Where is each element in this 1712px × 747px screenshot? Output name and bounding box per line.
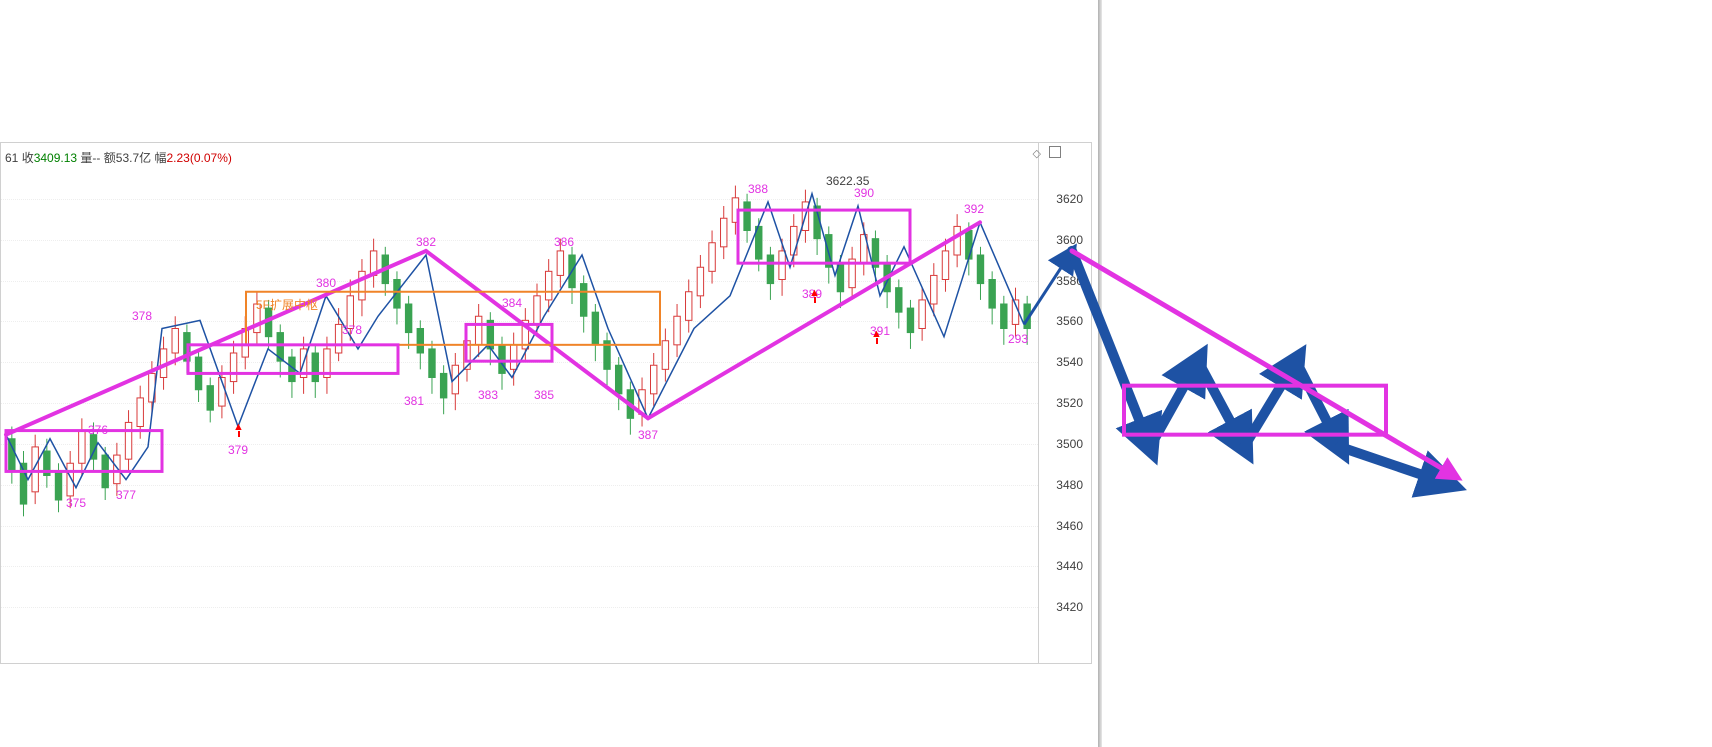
ytick: 3480 <box>1056 478 1083 492</box>
ytick: 3580 <box>1056 274 1083 288</box>
header-close-value: 3409.13 <box>34 151 77 165</box>
pivot-label: 384 <box>502 296 522 310</box>
pivot-label: 386 <box>554 235 574 249</box>
pivot-label: 382 <box>416 235 436 249</box>
pivot-label: 381 <box>404 394 424 408</box>
pivot-label: 375 <box>66 496 86 510</box>
pivot-label: 379 <box>228 443 248 457</box>
pivot-label: 388 <box>748 182 768 196</box>
ytick: 3560 <box>1056 314 1083 328</box>
ytick: 3600 <box>1056 233 1083 247</box>
pivot-label: 378 <box>132 309 152 323</box>
pivot-label: 392 <box>964 202 984 216</box>
pivot-label: 378 <box>342 323 362 337</box>
pivot-label: 383 <box>478 388 498 402</box>
pivot-label: 387 <box>638 428 658 442</box>
header-close-label: 收 <box>22 151 34 165</box>
header-range-value: 2.23(0.07%) <box>166 151 231 165</box>
chart-panel[interactable]: 61 收3409.13 量-- 额53.7亿 幅2.23(0.07%) ◇ 34… <box>0 142 1092 664</box>
ytick: 3420 <box>1056 600 1083 614</box>
ytick: 3440 <box>1056 559 1083 573</box>
pivot-label: 385 <box>534 388 554 402</box>
orange-box-label: 5F扩展中枢 <box>256 296 318 313</box>
panel-divider <box>1098 0 1102 747</box>
pivot-label: 376 <box>88 423 108 437</box>
ytick: 3620 <box>1056 192 1083 206</box>
high-price-label: 3622.35 <box>826 174 869 188</box>
square-icon[interactable] <box>1049 146 1061 158</box>
ytick: 3500 <box>1056 437 1083 451</box>
stage: 61 收3409.13 量-- 额53.7亿 幅2.23(0.07%) ◇ 34… <box>0 0 1712 747</box>
pivot-label: 293 <box>1008 332 1028 346</box>
ytick: 3540 <box>1056 355 1083 369</box>
ytick: 3520 <box>1056 396 1083 410</box>
header-prefix: 61 <box>5 151 22 165</box>
yaxis-separator <box>1038 143 1039 663</box>
pivot-label: 380 <box>316 276 336 290</box>
header-range-label: 幅 <box>151 151 166 165</box>
diamond-icon[interactable]: ◇ <box>1033 147 1041 160</box>
header-vol: 量-- <box>77 151 104 165</box>
pivot-label: 377 <box>116 488 136 502</box>
pivot-label: 390 <box>854 186 874 200</box>
ytick: 3460 <box>1056 519 1083 533</box>
header-amt-label: 额 <box>104 151 116 165</box>
header-amt-value: 53.7亿 <box>116 151 151 165</box>
chart-header: 61 收3409.13 量-- 额53.7亿 幅2.23(0.07%) <box>5 149 232 166</box>
